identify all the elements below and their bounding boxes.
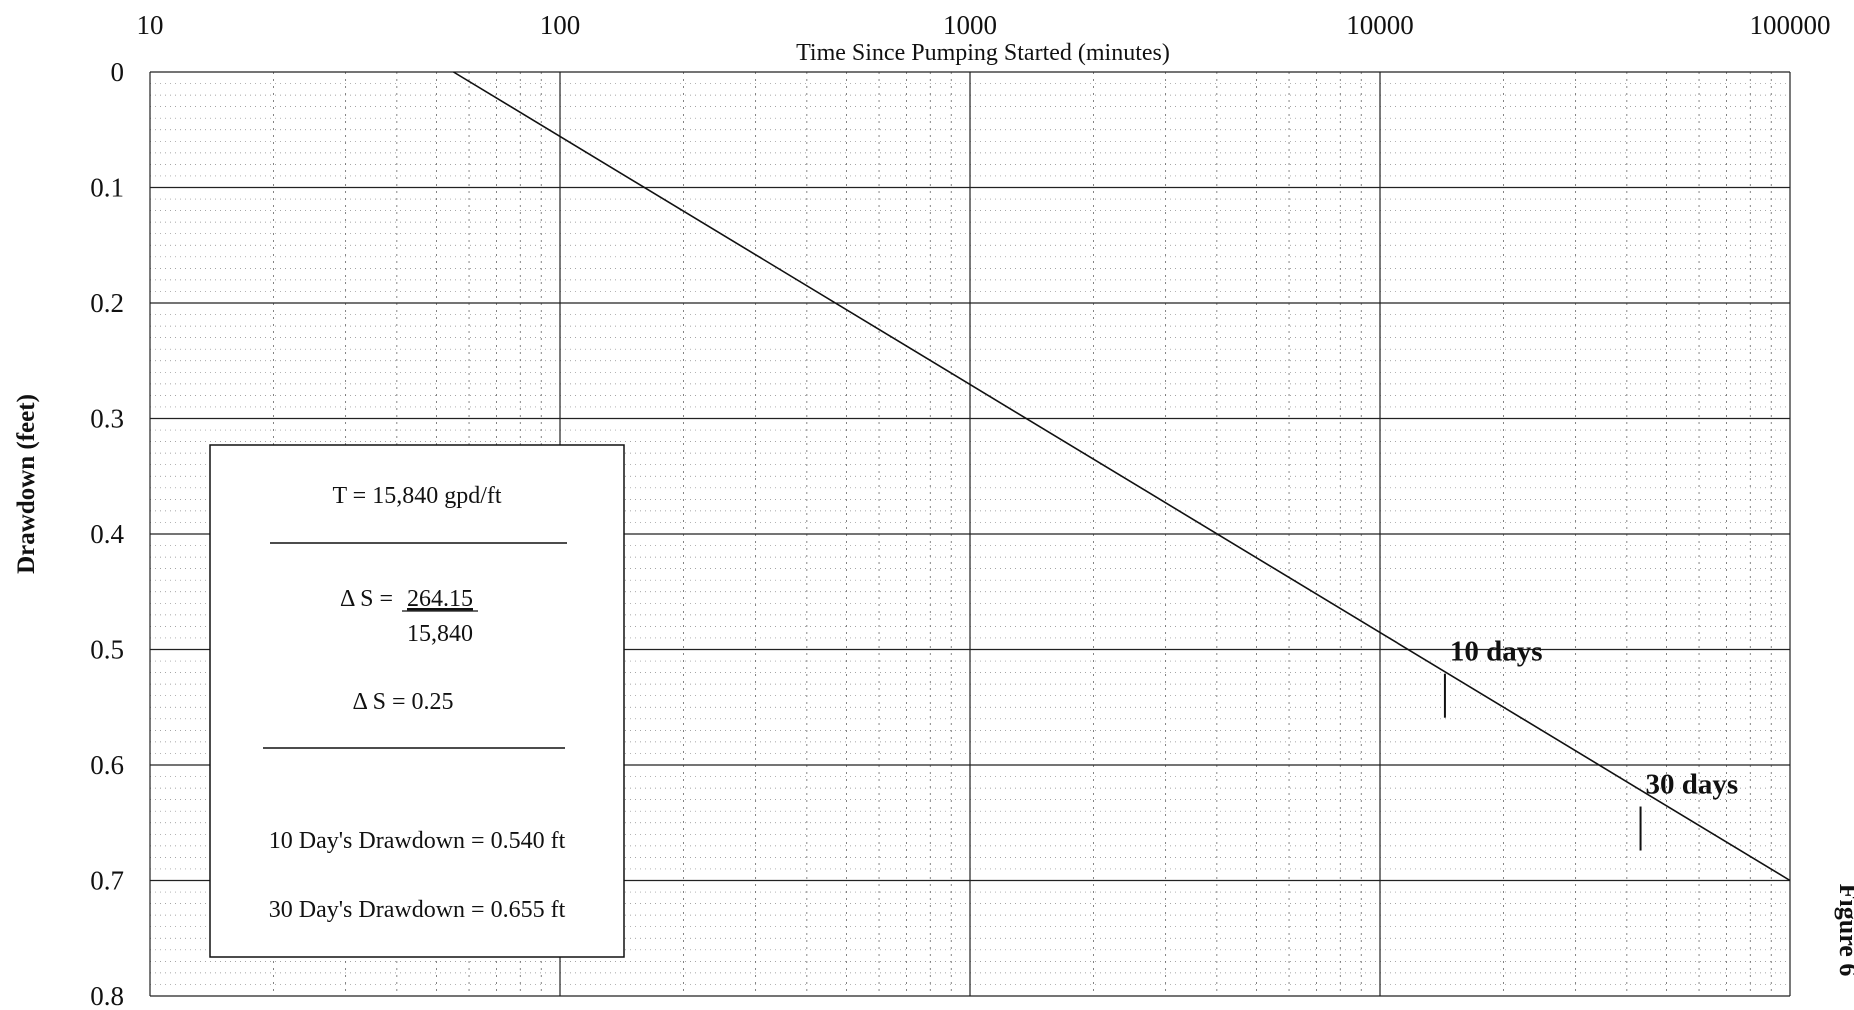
legend-t-line: T = 15,840 gpd/ft: [332, 483, 501, 509]
y-tick-label: 0: [111, 57, 125, 87]
y-tick-labels: 0 0.1 0.2 0.3 0.4 0.5 0.6 0.7 0.8: [90, 57, 124, 1010]
legend-ds-denominator: 15,840: [407, 621, 473, 647]
figure-label: Figure 6: [1834, 884, 1854, 977]
x-tick-label: 100000: [1750, 10, 1831, 40]
legend-thirty-day: 30 Day's Drawdown = 0.655 ft: [269, 897, 566, 923]
annotations: 10 days 30 days: [1443, 636, 1739, 851]
grid-lines: [149, 71, 1791, 997]
legend-ds-result: Δ S = 0.25: [353, 689, 454, 715]
series-layer: [453, 71, 1791, 882]
y-tick-label: 0.3: [90, 404, 124, 434]
x-axis-title: Time Since Pumping Started (minutes): [796, 40, 1170, 66]
y-tick-label: 0.5: [90, 635, 124, 665]
x-tick-label: 1000: [943, 10, 997, 40]
x-tick-label: 10000: [1346, 10, 1414, 40]
legend-ds-prefix: Δ S =: [340, 586, 393, 612]
y-tick-label: 0.4: [90, 519, 124, 549]
legend-ten-day: 10 Day's Drawdown = 0.540 ft: [269, 828, 566, 854]
y-tick-label: 0.2: [90, 288, 124, 318]
x-tick-labels: 10 100 1000 10000 100000: [137, 10, 1831, 40]
legend-box: T = 15,840 gpd/ft Δ S = 264.15 15,840 Δ …: [209, 444, 625, 958]
y-axis-title: Drawdown (feet): [13, 394, 40, 574]
series-line: [453, 71, 1791, 882]
legend-ds-numerator: 264.15: [407, 586, 473, 612]
y-tick-label: 0.6: [90, 750, 124, 780]
legend-frame: [209, 444, 625, 958]
y-tick-label: 0.1: [90, 173, 124, 203]
annotation-label: 30 days: [1646, 769, 1739, 801]
y-tick-label: 0.7: [90, 866, 124, 896]
y-tick-label: 0.8: [90, 981, 124, 1010]
annotation-label: 10 days: [1450, 636, 1543, 668]
x-tick-label: 10: [137, 10, 164, 40]
x-tick-label: 100: [540, 10, 581, 40]
